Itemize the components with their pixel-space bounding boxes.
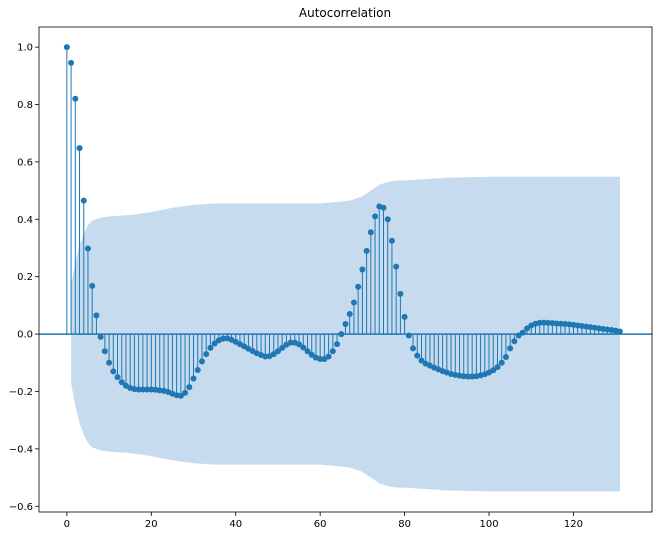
y-tick-label: 0.6 <box>17 157 33 168</box>
acf-point <box>507 345 514 352</box>
acf-point <box>494 364 501 371</box>
acf-point <box>414 352 421 359</box>
acf-point <box>464 373 471 380</box>
acf-point <box>144 386 151 393</box>
acf-point <box>304 348 311 355</box>
acf-point <box>106 359 113 366</box>
acf-point <box>89 282 96 289</box>
acf-point <box>325 353 332 360</box>
acf-point <box>418 357 425 364</box>
x-tick-label: 0 <box>64 519 70 530</box>
acf-point <box>279 344 286 351</box>
acf-point <box>346 310 353 317</box>
acf-point <box>177 392 184 399</box>
acf-point <box>287 339 294 346</box>
acf-point <box>515 332 522 339</box>
x-tick-label: 20 <box>145 519 158 530</box>
acf-point <box>384 216 391 223</box>
acf-point <box>182 389 189 396</box>
acf-point <box>372 213 379 220</box>
acf-point <box>490 367 497 374</box>
acf-point <box>93 312 100 319</box>
x-axis: 0 20 40 60 80 100 120 <box>64 512 583 530</box>
x-tick-label: 120 <box>564 519 583 530</box>
acf-point <box>84 245 91 252</box>
acf-point <box>63 44 70 51</box>
x-tick-label: 80 <box>398 519 411 530</box>
acf-point <box>405 332 412 339</box>
acf-point <box>80 197 87 204</box>
y-tick-label: 0.8 <box>17 100 33 111</box>
acf-point <box>397 290 404 297</box>
y-tick-label: 0.0 <box>17 330 33 341</box>
acf-point <box>355 283 362 290</box>
acf-point <box>72 95 79 102</box>
acf-point <box>338 331 345 338</box>
x-tick-label: 60 <box>314 519 327 530</box>
acf-point <box>114 374 121 381</box>
acf-point <box>110 368 117 375</box>
acf-point <box>118 379 125 386</box>
acf-point <box>207 344 214 351</box>
acf-point <box>498 359 505 366</box>
acf-point <box>380 204 387 211</box>
acf-point <box>190 375 197 382</box>
acf-point <box>198 358 205 365</box>
plot-area <box>38 26 653 513</box>
acf-point <box>393 263 400 270</box>
x-tick-label: 40 <box>229 519 242 530</box>
acf-point <box>317 356 324 363</box>
acf-point <box>334 341 341 348</box>
y-tick-label: 0.2 <box>17 272 33 283</box>
acf-point <box>194 366 201 373</box>
acf-point <box>519 329 526 336</box>
acf-point <box>410 345 417 352</box>
acf-point <box>367 229 374 236</box>
acf-point <box>274 348 281 355</box>
acf-point <box>76 145 83 152</box>
acf-point <box>616 328 623 335</box>
acf-point <box>300 344 307 351</box>
acf-point <box>211 340 218 347</box>
acf-point <box>511 338 518 345</box>
acf-point <box>135 386 142 393</box>
y-tick-label: 0.4 <box>17 215 33 226</box>
acf-point <box>308 351 315 358</box>
acf-point <box>359 266 366 273</box>
acf-point <box>524 325 531 332</box>
acf-point <box>97 333 104 340</box>
x-tick-label: 100 <box>479 519 498 530</box>
acf-point <box>388 237 395 244</box>
chart-title: Autocorrelation <box>299 6 391 20</box>
acf-point <box>270 351 277 358</box>
y-tick-label: −0.4 <box>9 444 33 455</box>
acf-point <box>401 313 408 320</box>
acf-point <box>68 59 75 66</box>
acf-point <box>502 354 509 361</box>
acf-point <box>186 384 193 391</box>
acf-point <box>296 341 303 348</box>
y-tick-label: 1.0 <box>17 43 33 54</box>
y-tick-label: −0.6 <box>9 502 33 513</box>
acf-point <box>350 299 357 306</box>
acf-point <box>101 348 108 355</box>
y-tick-label: −0.2 <box>9 387 33 398</box>
acf-point <box>203 351 210 358</box>
plot-frame <box>38 26 653 513</box>
y-axis: −0.6 −0.4 −0.2 0.0 0.2 0.4 0.6 0.8 1.0 <box>9 43 39 513</box>
acf-point <box>342 321 349 328</box>
acf-point <box>139 386 146 393</box>
acf-point <box>363 247 370 254</box>
acf-point <box>329 348 336 355</box>
